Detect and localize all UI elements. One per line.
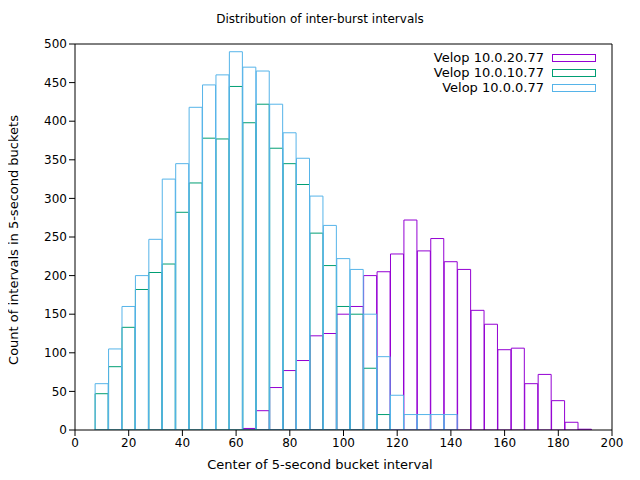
svg-text:20: 20 [121,436,136,450]
svg-text:450: 450 [44,76,67,90]
svg-text:100: 100 [44,346,67,360]
svg-text:500: 500 [44,37,67,51]
svg-text:200: 200 [44,269,67,283]
svg-text:150: 150 [44,307,67,321]
svg-text:120: 120 [386,436,409,450]
html-text:Count of intervals in 5-second: Count of intervals in 5-second buckets [5,115,21,365]
html-text:Velop 10.0.0.77: Velop 10.0.0.77 [442,80,544,95]
svg-text:200: 200 [601,436,624,450]
svg-text:0: 0 [59,423,67,437]
svg-text:250: 250 [44,230,67,244]
svg-text:350: 350 [44,153,67,167]
html-text:Distribution of inter-burst in: Distribution of inter-burst intervals [216,12,424,26]
html-text:Velop 10.0.10.77: Velop 10.0.10.77 [433,65,544,80]
svg-text:60: 60 [228,436,243,450]
svg-text:40: 40 [175,436,190,450]
svg-text:50: 50 [52,385,67,399]
svg-text:80: 80 [282,436,297,450]
html-text:Velop 10.0.20.77: Velop 10.0.20.77 [433,50,544,65]
html-text:Center of 5-second bucket inte: Center of 5-second bucket interval [207,457,433,472]
svg-text:300: 300 [44,192,67,206]
svg-text:160: 160 [493,436,516,450]
svg-text:140: 140 [439,436,462,450]
svg-text:100: 100 [332,436,355,450]
svg-text:0: 0 [71,436,79,450]
svg-text:400: 400 [44,114,67,128]
svg-text:180: 180 [547,436,570,450]
